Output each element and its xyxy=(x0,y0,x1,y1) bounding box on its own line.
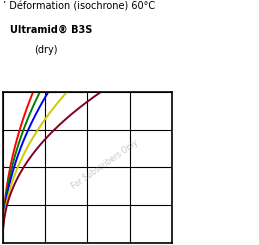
Text: (dry): (dry) xyxy=(34,45,57,55)
Text: For Subscribers Only: For Subscribers Only xyxy=(69,138,139,191)
Text: Ultramid® B3S: Ultramid® B3S xyxy=(10,24,93,35)
Text: ’ Déformation (isochrone) 60°C: ’ Déformation (isochrone) 60°C xyxy=(3,1,155,11)
